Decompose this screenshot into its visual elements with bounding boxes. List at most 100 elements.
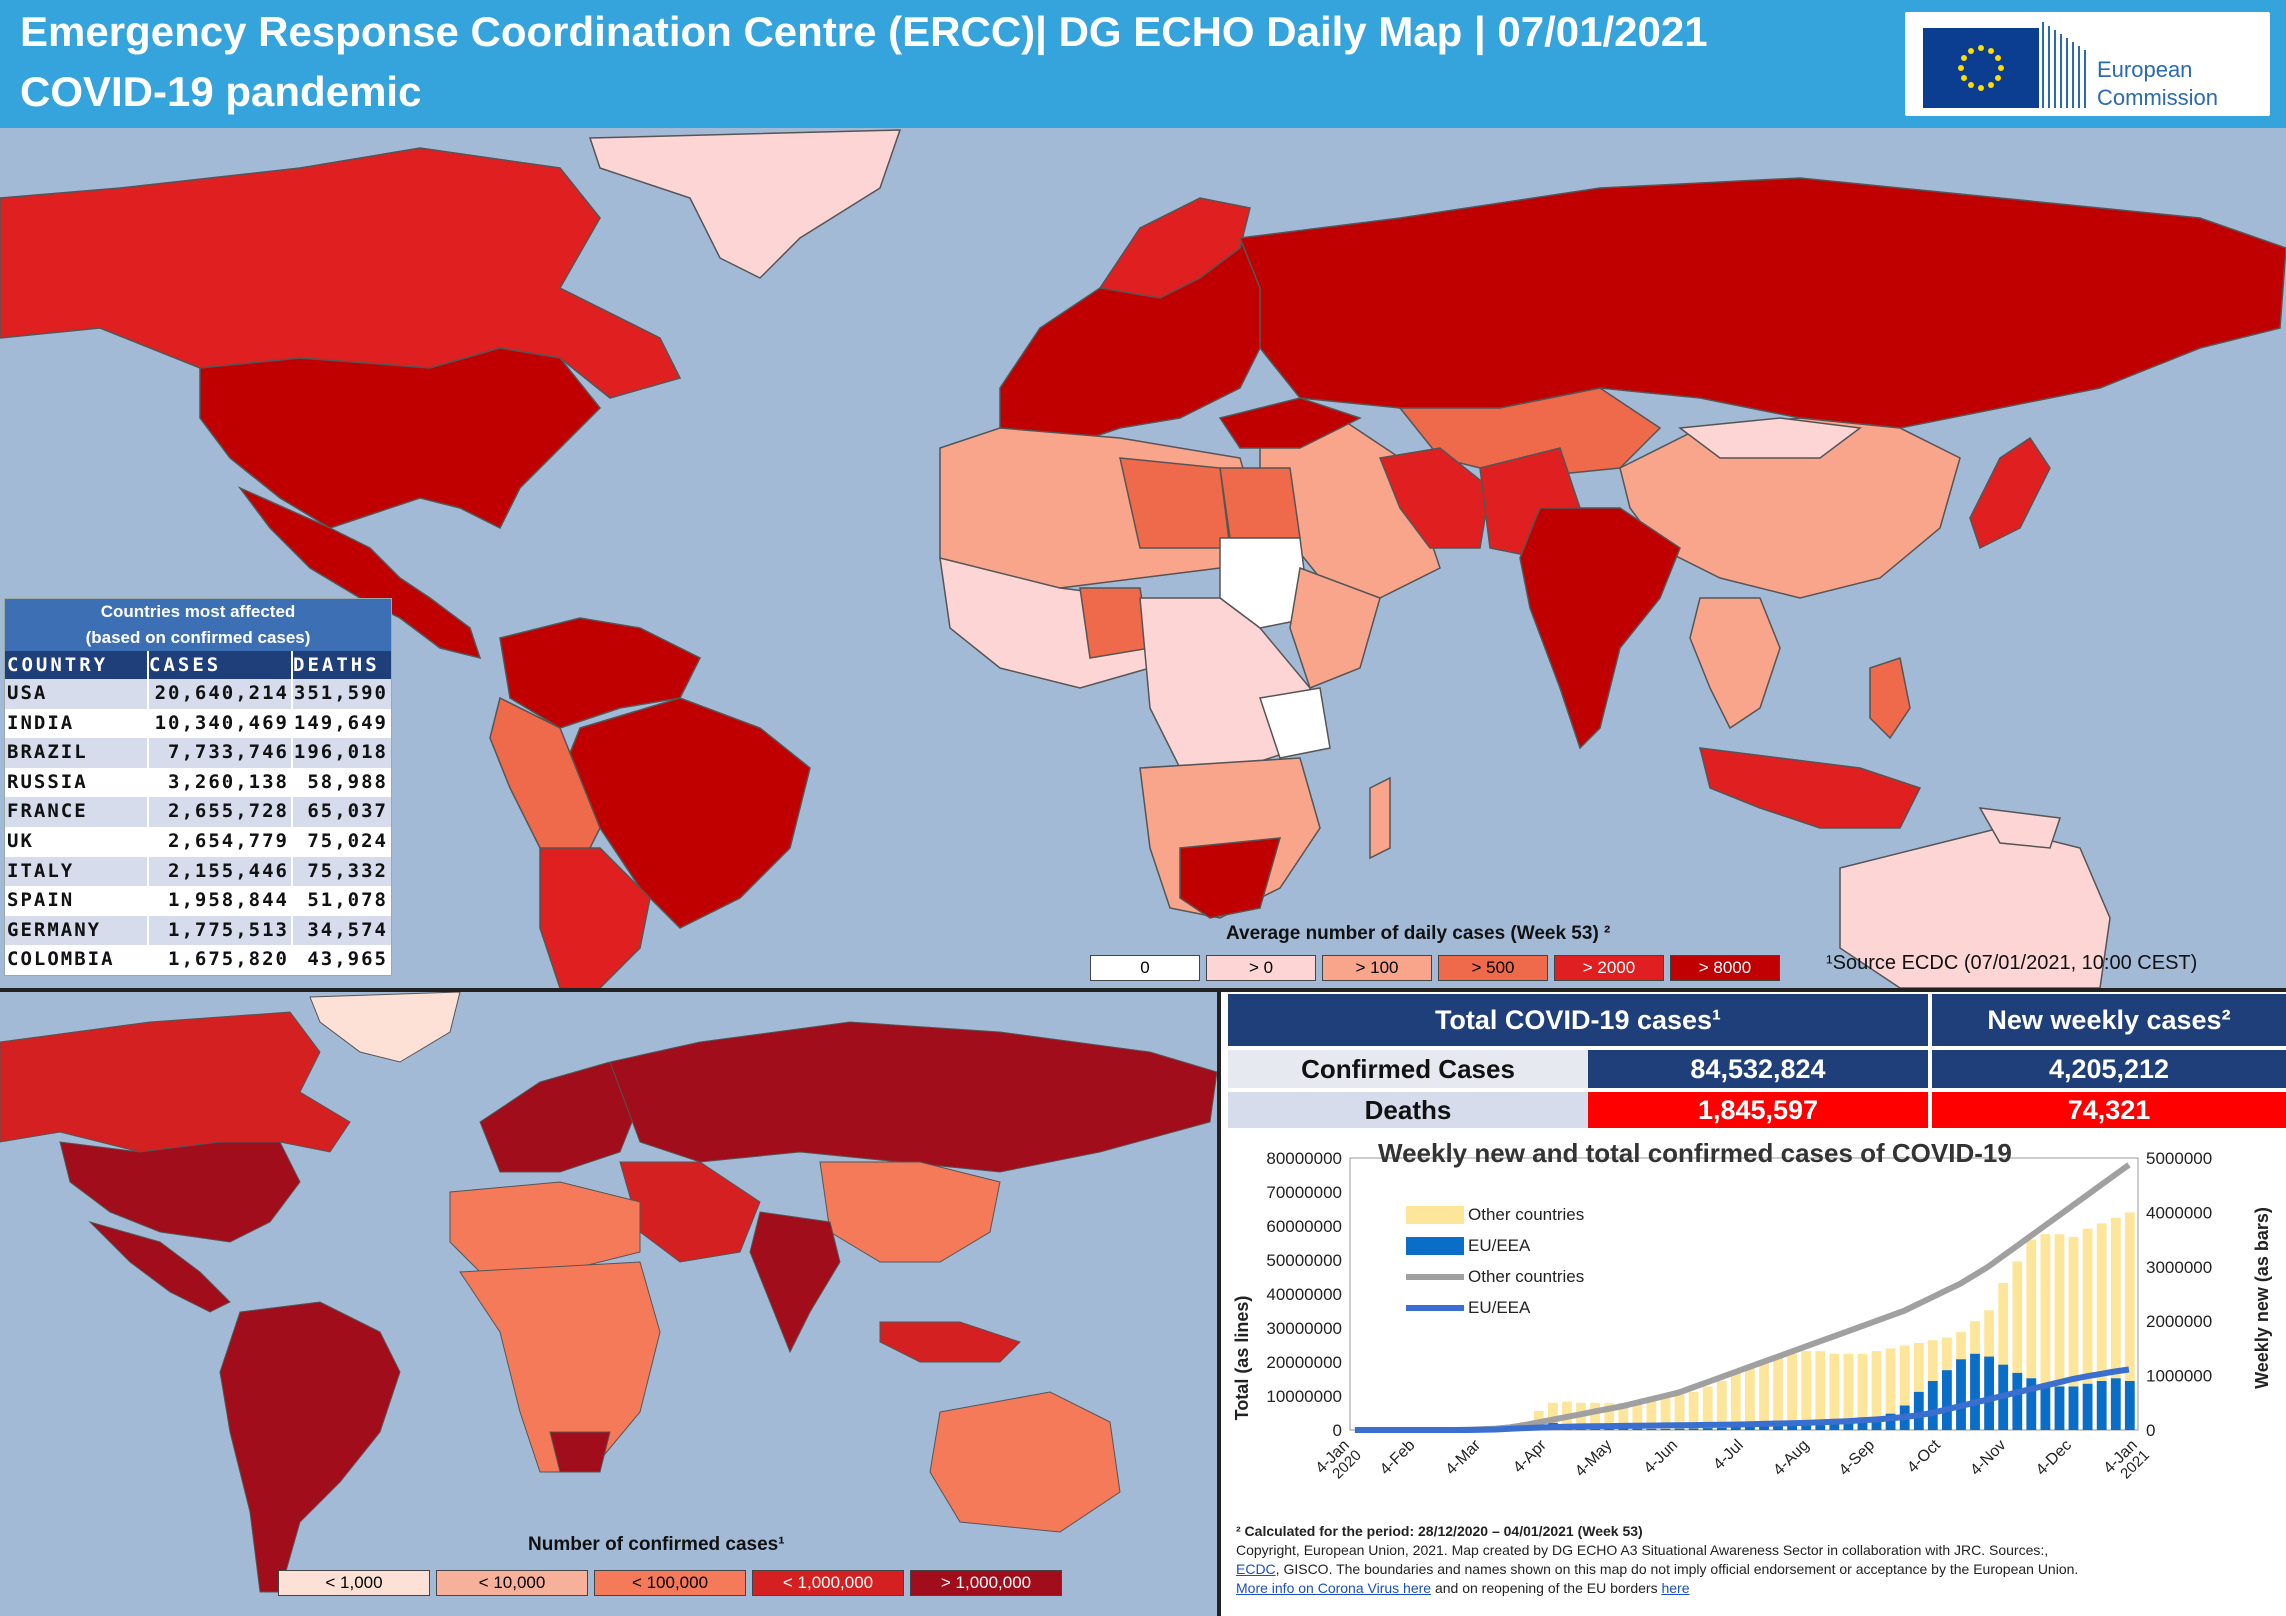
bar-other-countries <box>1702 1386 1713 1430</box>
bar-other-countries <box>2054 1234 2065 1430</box>
bar-eu-eea <box>2082 1383 2093 1430</box>
table-row: ITALY 2,155,446 75,332 <box>5 856 391 887</box>
ec-logo-line1: European <box>2097 57 2193 82</box>
country-cell: GERMANY <box>5 915 149 946</box>
legend-item: > 100 <box>1322 955 1432 981</box>
bar-other-countries <box>1674 1394 1685 1430</box>
deaths-cell: 58,988 <box>307 770 388 793</box>
bar-other-countries <box>2110 1217 2121 1430</box>
bar-other-countries <box>1716 1381 1727 1430</box>
bar-eu-eea <box>1773 1425 1783 1430</box>
page-subtitle: COVID-19 pandemic <box>20 68 422 115</box>
deaths-cell: 43,965 <box>307 948 388 971</box>
bar-eu-eea <box>1871 1417 1882 1430</box>
y-right-tick: 5000000 <box>2146 1149 2212 1168</box>
canada <box>0 1011 351 1153</box>
cases-cell: 10,340,469 <box>149 708 293 739</box>
eu-borders-link[interactable]: here <box>1661 1580 1690 1596</box>
japan <box>1969 436 2051 550</box>
bar-other-countries <box>1857 1353 1868 1430</box>
legend-swatch <box>1406 1237 1464 1255</box>
country-cell: RUSSIA <box>5 767 149 798</box>
usa <box>199 347 602 530</box>
table-row: UK 2,654,779 75,024 <box>5 826 391 857</box>
bottom-legend-title: Number of confirmed cases¹ <box>528 1534 785 1555</box>
calc-note: ² Calculated for the period: 28/12/2020 … <box>1236 1523 1643 1539</box>
table-caption-line2: (based on confirmed cases) <box>85 628 311 647</box>
russia <box>609 1021 1217 1173</box>
bar-eu-eea <box>1942 1370 1952 1430</box>
y-right-tick: 0 <box>2146 1421 2155 1440</box>
australia <box>929 1391 1121 1533</box>
bar-eu-eea <box>1815 1422 1826 1430</box>
indonesia <box>1699 747 1922 829</box>
header-deaths: DEATHS <box>293 654 380 676</box>
y-left-tick: 20000000 <box>1266 1353 1342 1372</box>
turkey <box>1218 397 1362 449</box>
y-left-label: Total (as lines) <box>1232 1296 1252 1421</box>
bottom-legend: < 1,000 < 10,000 < 100,000 < 1,000,000 >… <box>278 1570 1062 1596</box>
iran <box>1378 447 1491 549</box>
bar-eu-eea <box>2068 1386 2079 1430</box>
deaths-cell: 51,078 <box>307 889 388 912</box>
bar-eu-eea <box>1984 1356 1994 1430</box>
table-row: FRANCE 2,655,728 65,037 <box>5 797 391 827</box>
east-africa <box>1289 566 1381 689</box>
x-tick: 4-Feb <box>1377 1437 1419 1479</box>
weekly-cases-chart: 80000000 70000000 60000000 50000000 40000000… <box>1228 1138 2286 1538</box>
deaths-label: Deaths <box>1228 1092 1588 1128</box>
bar-eu-eea <box>1927 1381 1938 1430</box>
bar-other-countries <box>1646 1400 1657 1430</box>
libya <box>1119 457 1231 549</box>
bar-other-countries <box>2040 1234 2051 1430</box>
bar-other-countries <box>1885 1348 1896 1430</box>
bar-eu-eea <box>1730 1427 1741 1430</box>
bar-other-countries <box>1829 1353 1840 1430</box>
bar-other-countries <box>1660 1397 1671 1430</box>
bar-eu-eea <box>1956 1359 1966 1430</box>
corona-info-link[interactable]: More info on Corona Virus here <box>1236 1580 1432 1596</box>
south-africa <box>1179 837 1282 919</box>
scandinavia <box>1098 197 1251 299</box>
y-left-tick: 30000000 <box>1266 1319 1342 1338</box>
x-tick: 4-Mar <box>1443 1436 1485 1478</box>
legend-label: Other countries <box>1468 1267 1584 1286</box>
indonesia <box>879 1321 1021 1363</box>
legend-item: > 500 <box>1438 955 1548 981</box>
deaths-cell: 351,590 <box>293 682 388 704</box>
bar-eu-eea <box>2012 1372 2023 1430</box>
x-tick: 4-Jul <box>1710 1437 1747 1474</box>
y-left-tick: 50000000 <box>1266 1251 1342 1270</box>
legend-item: > 2000 <box>1554 955 1664 981</box>
european-commission-logo: European Commission <box>1905 12 2270 116</box>
table-row: GERMANY 1,775,513 34,574 <box>5 915 391 946</box>
country-cell: USA <box>5 679 149 709</box>
confirmed-total: 84,532,824 <box>1588 1050 1928 1088</box>
bar-other-countries <box>2096 1223 2107 1430</box>
deaths-total: 1,845,597 <box>1588 1092 1928 1128</box>
x-tick: 4-Apr <box>1510 1436 1550 1476</box>
y-left-tick: 80000000 <box>1266 1149 1342 1168</box>
bar-eu-eea <box>2054 1386 2065 1430</box>
y-right-tick: 4000000 <box>2146 1203 2212 1222</box>
cases-cell: 1,675,820 <box>149 945 293 975</box>
ecdc-link[interactable]: ECDC <box>1236 1561 1276 1577</box>
weekly-cases-header: New weekly cases² <box>1932 994 2286 1046</box>
ec-logo-line2: Commission <box>2097 85 2219 110</box>
copyright-note: Copyright, European Union, 2021. Map cre… <box>1236 1542 2049 1558</box>
table-row: RUSSIA 3,260,138 58,988 <box>5 767 391 798</box>
deaths-cell: 75,024 <box>307 829 388 852</box>
bar-eu-eea <box>1913 1391 1924 1430</box>
ec-building-icon <box>2042 22 2086 108</box>
y-left-tick: 0 <box>1333 1421 1342 1440</box>
bottom-world-map: Number of confirmed cases¹ < 1,000 < 10,… <box>0 992 1217 1616</box>
bar-eu-eea <box>1702 1428 1713 1430</box>
cases-cell: 1,775,513 <box>149 915 293 946</box>
canada <box>0 147 682 399</box>
deaths-cell: 196,018 <box>293 741 388 764</box>
cases-cell: 7,733,746 <box>149 738 293 768</box>
bar-other-countries <box>1548 1402 1558 1430</box>
country-cell: ITALY <box>5 856 149 887</box>
papua-new-guinea <box>1978 807 2062 849</box>
mongolia <box>1678 417 1862 459</box>
